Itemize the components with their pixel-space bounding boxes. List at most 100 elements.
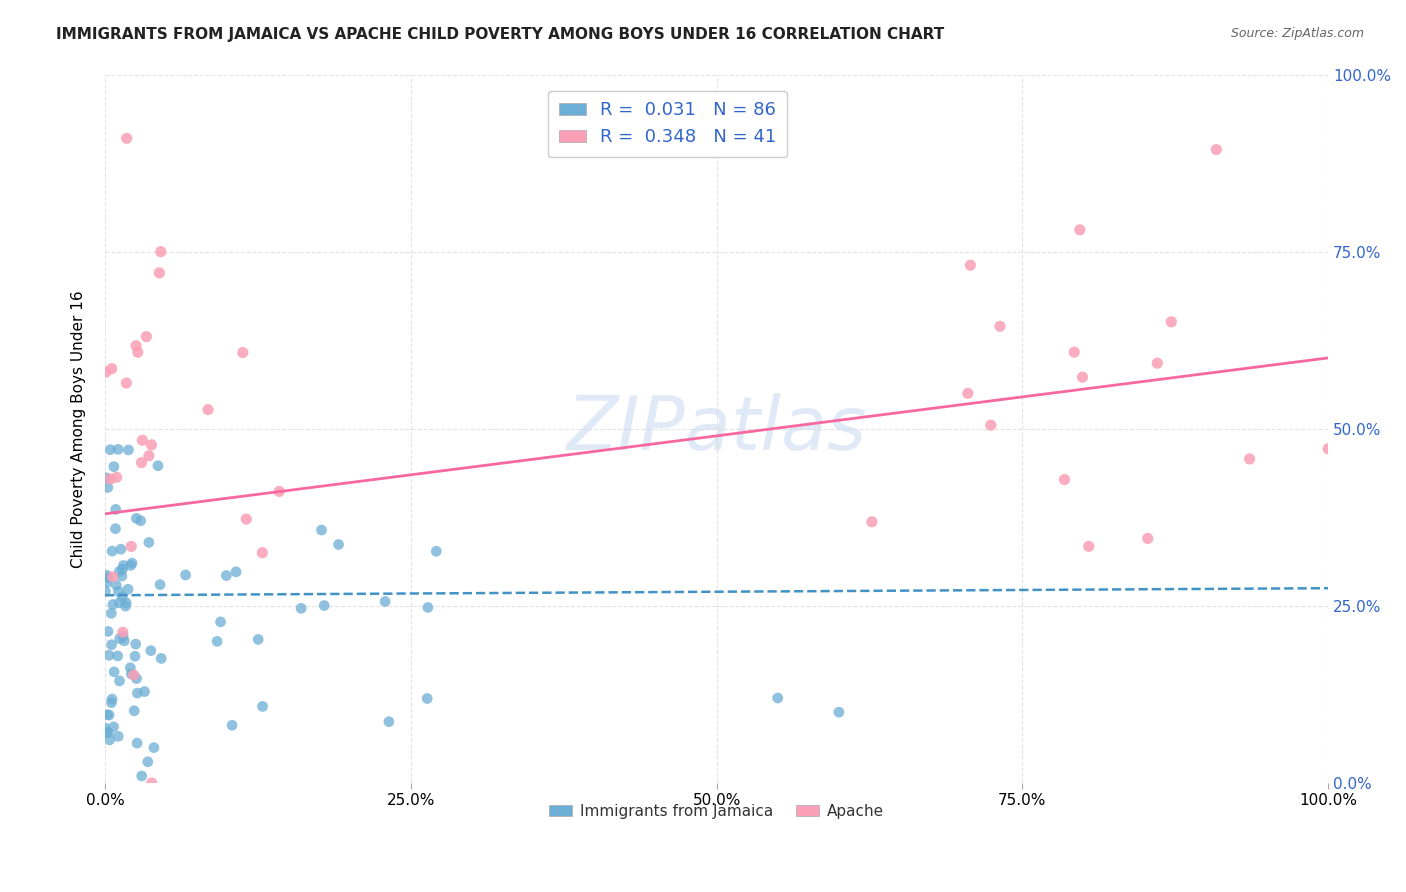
Text: ZIPatlas: ZIPatlas xyxy=(567,392,866,465)
Point xyxy=(425,544,447,558)
Point xyxy=(104,522,127,536)
Point xyxy=(98,472,121,486)
Point xyxy=(129,514,152,528)
Legend: Immigrants from Jamaica, Apache: Immigrants from Jamaica, Apache xyxy=(543,797,890,825)
Point xyxy=(232,345,254,359)
Point xyxy=(1063,345,1085,359)
Point xyxy=(111,562,134,576)
Point xyxy=(125,339,148,353)
Point xyxy=(110,542,132,557)
Point xyxy=(127,736,149,750)
Point xyxy=(112,558,135,573)
Point xyxy=(1136,532,1159,546)
Point xyxy=(112,629,135,643)
Point xyxy=(101,544,124,558)
Point xyxy=(101,692,124,706)
Point xyxy=(1077,539,1099,553)
Point xyxy=(112,633,135,648)
Text: IMMIGRANTS FROM JAMAICA VS APACHE CHILD POVERTY AMONG BOYS UNDER 16 CORRELATION : IMMIGRANTS FROM JAMAICA VS APACHE CHILD … xyxy=(56,27,945,42)
Point xyxy=(1160,315,1182,329)
Point xyxy=(247,632,270,647)
Point xyxy=(136,755,159,769)
Point xyxy=(314,599,336,613)
Point xyxy=(215,568,238,582)
Point xyxy=(988,319,1011,334)
Point xyxy=(235,512,257,526)
Point xyxy=(111,625,134,640)
Point xyxy=(125,511,148,525)
Point xyxy=(197,402,219,417)
Point xyxy=(135,329,157,343)
Point xyxy=(120,666,142,681)
Point xyxy=(252,699,274,714)
Point xyxy=(101,598,124,612)
Point xyxy=(96,725,118,739)
Point xyxy=(225,565,247,579)
Point xyxy=(149,577,172,591)
Point xyxy=(416,691,439,706)
Point xyxy=(252,546,274,560)
Point xyxy=(1146,356,1168,370)
Point xyxy=(115,376,138,390)
Point xyxy=(124,649,146,664)
Point xyxy=(114,599,136,613)
Point xyxy=(120,558,142,573)
Point xyxy=(125,637,148,651)
Point xyxy=(98,708,121,723)
Point xyxy=(138,535,160,549)
Point xyxy=(146,458,169,473)
Point xyxy=(108,673,131,688)
Point xyxy=(107,442,129,457)
Point xyxy=(416,600,439,615)
Point xyxy=(149,244,172,259)
Point xyxy=(107,648,129,663)
Point xyxy=(105,578,128,592)
Point xyxy=(96,707,118,722)
Point xyxy=(1053,473,1076,487)
Point xyxy=(139,643,162,657)
Point xyxy=(115,131,138,145)
Point xyxy=(122,668,145,682)
Point xyxy=(100,361,122,376)
Point xyxy=(134,684,156,698)
Point xyxy=(97,624,120,639)
Point xyxy=(97,480,120,494)
Text: Source: ZipAtlas.com: Source: ZipAtlas.com xyxy=(1230,27,1364,40)
Point xyxy=(100,696,122,710)
Point xyxy=(94,365,117,379)
Point xyxy=(107,729,129,743)
Point xyxy=(378,714,401,729)
Point xyxy=(374,594,396,608)
Point xyxy=(94,721,117,735)
Point xyxy=(97,726,120,740)
Point xyxy=(117,582,139,597)
Point xyxy=(94,471,117,485)
Point xyxy=(100,607,122,621)
Point xyxy=(104,502,127,516)
Point xyxy=(107,584,129,599)
Point xyxy=(150,651,173,665)
Point xyxy=(96,575,118,590)
Point xyxy=(131,769,153,783)
Point xyxy=(209,615,232,629)
Point xyxy=(290,601,312,615)
Point xyxy=(131,434,153,448)
Point xyxy=(101,570,124,584)
Point xyxy=(205,634,228,648)
Point xyxy=(94,584,117,599)
Point xyxy=(311,523,333,537)
Point xyxy=(103,720,125,734)
Point xyxy=(97,571,120,585)
Point xyxy=(174,568,197,582)
Point xyxy=(121,556,143,570)
Point xyxy=(142,740,165,755)
Point xyxy=(103,459,125,474)
Point xyxy=(138,449,160,463)
Point xyxy=(108,565,131,579)
Point xyxy=(111,569,134,583)
Point xyxy=(141,438,163,452)
Point xyxy=(1317,442,1340,456)
Point xyxy=(956,386,979,401)
Point xyxy=(828,705,851,719)
Point xyxy=(98,732,121,747)
